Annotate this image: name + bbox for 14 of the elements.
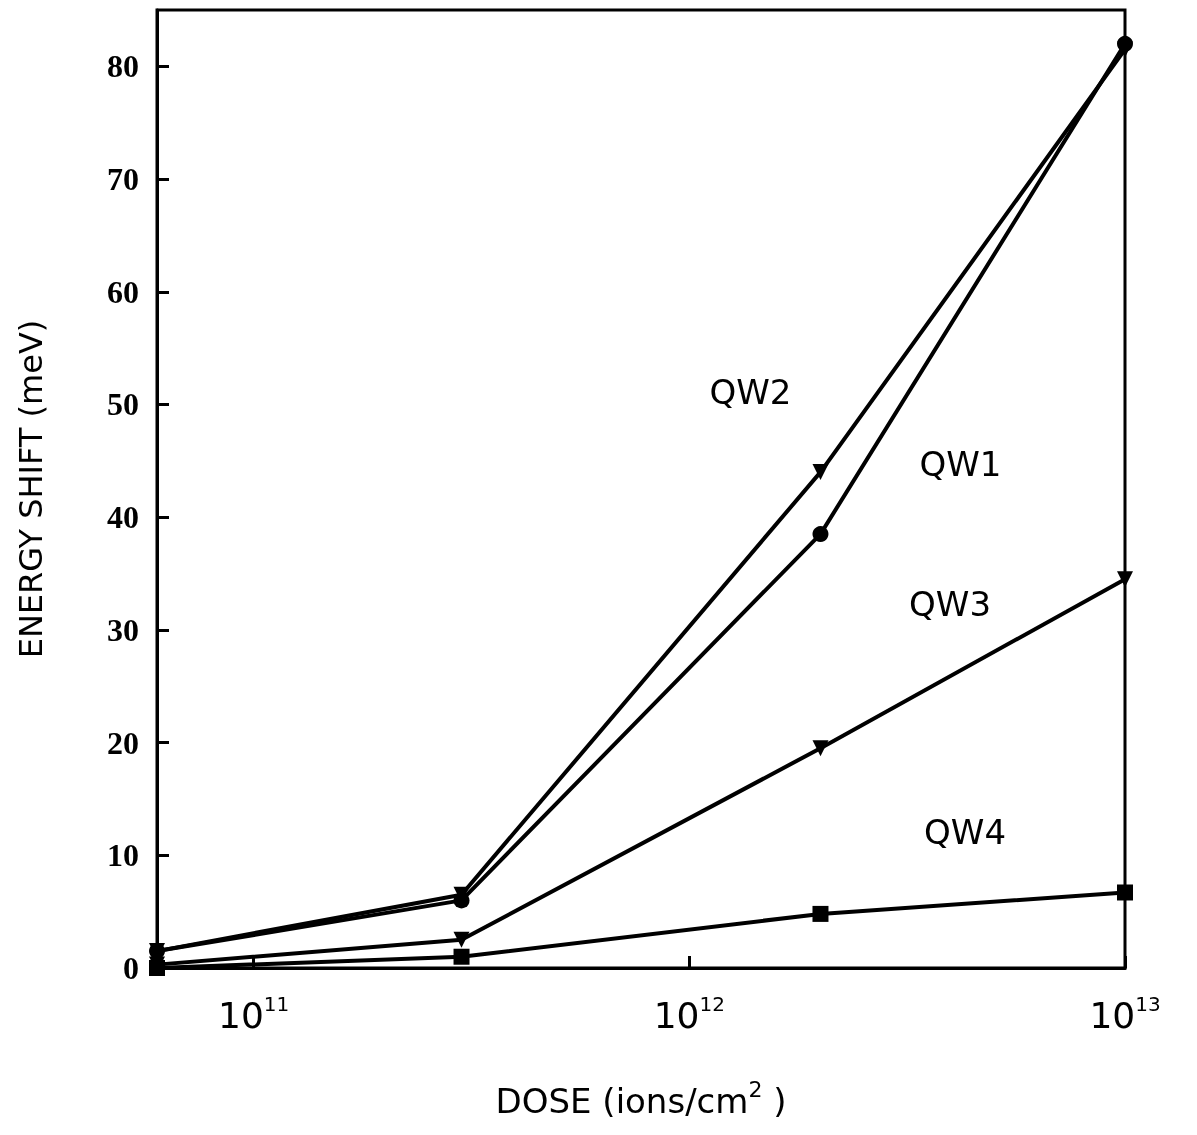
- series-label: QW3: [908, 584, 992, 625]
- series-label: QW4: [923, 812, 1007, 853]
- y-tick-label: 60: [107, 273, 139, 310]
- y-axis-title: ENERGY SHIFT (meV): [12, 319, 50, 659]
- y-tick-label: 30: [107, 611, 139, 648]
- y-tick-label: 10: [107, 837, 139, 874]
- y-tick-label: 40: [107, 499, 139, 536]
- series-label: QW1: [919, 444, 1002, 485]
- y-tick-label: 70: [107, 161, 139, 198]
- y-tick-label: 20: [107, 724, 139, 761]
- y-tick-label: 0: [123, 950, 139, 986]
- y-tick-label: 50: [107, 386, 139, 423]
- series-label: QW2: [709, 372, 792, 413]
- y-tick-label: 80: [107, 48, 139, 85]
